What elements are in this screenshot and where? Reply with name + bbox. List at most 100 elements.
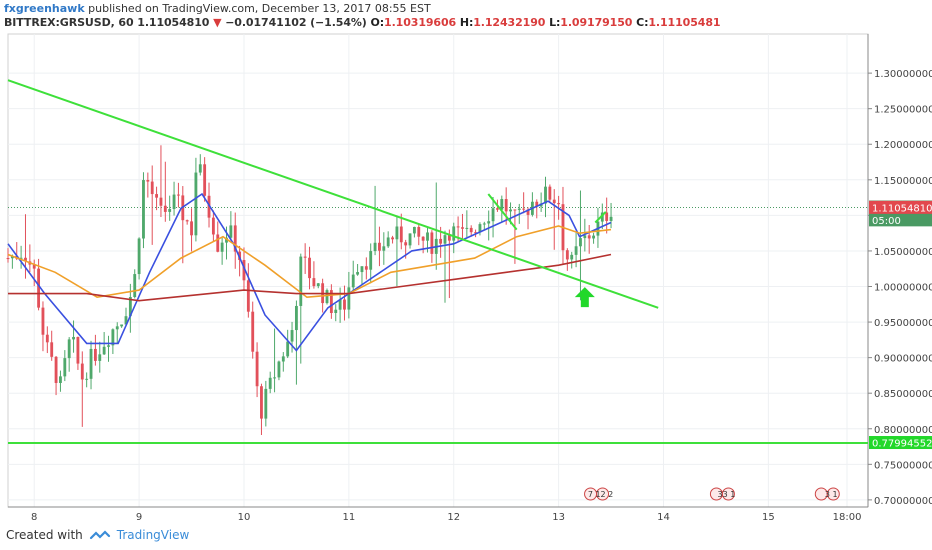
candle-body	[168, 208, 172, 212]
candle-body	[526, 209, 530, 215]
x-tick-label: 9	[136, 512, 142, 523]
candle-body	[264, 388, 268, 419]
candle-body	[391, 237, 394, 240]
candle-body	[207, 195, 211, 218]
candle-body	[356, 272, 360, 275]
candle-body	[517, 208, 521, 210]
candle-body	[220, 242, 224, 252]
candle-body	[198, 164, 202, 173]
candle-body	[124, 316, 128, 325]
candle-body	[461, 227, 464, 229]
candle-body	[299, 256, 303, 306]
candle-body	[325, 290, 329, 304]
candle-body	[535, 201, 539, 207]
candle-body	[281, 356, 285, 362]
moving-average-line	[7, 192, 612, 352]
x-tick-label: 13	[552, 512, 565, 523]
candle-body	[260, 386, 263, 419]
candle-body	[456, 226, 460, 228]
flag-icon	[721, 487, 735, 501]
price-label-box	[869, 200, 932, 214]
y-tick-label: 0.90000000	[874, 354, 932, 365]
candle-body	[609, 216, 613, 221]
candle-body	[557, 203, 561, 205]
candle-body	[474, 232, 478, 234]
candle-body	[177, 194, 180, 196]
candle-body	[194, 172, 198, 236]
y-tick-label: 0.70000000	[874, 496, 932, 507]
candle-body	[137, 238, 141, 275]
candle-body	[587, 235, 591, 239]
candle-body	[294, 305, 298, 331]
candle-body	[251, 311, 255, 352]
candle-body	[399, 226, 403, 243]
candle-body	[513, 209, 517, 211]
price-label-text: 1.11054810	[872, 203, 932, 214]
event-badge-label: 7 12 2	[588, 490, 613, 499]
candle-body	[72, 336, 75, 340]
candle-body	[146, 180, 150, 182]
y-tick-label: 1.25000000	[874, 105, 932, 116]
candle-body	[290, 330, 294, 342]
low-value: 1.09179150	[560, 16, 633, 29]
candle-body	[255, 351, 259, 387]
candle-body	[329, 290, 333, 314]
x-tick-label: 8	[31, 512, 37, 523]
candle-body	[303, 256, 307, 258]
high-value: 1.12432190	[473, 16, 546, 29]
candle-body	[408, 233, 412, 246]
candle-body	[172, 194, 176, 209]
candle-body	[277, 361, 281, 378]
candle-body	[316, 283, 320, 287]
candle-body	[159, 197, 163, 206]
candle-body	[412, 226, 416, 234]
candle-body	[426, 232, 429, 241]
candle-body	[447, 235, 451, 241]
created-with-label: Created with	[6, 528, 83, 542]
y-tick-label: 0.75000000	[874, 460, 932, 471]
candle-body	[404, 242, 408, 246]
ohlc-line: BITTREX:GRSUSD, 60 1.11054810 ▼ −0.01741…	[4, 16, 721, 29]
high-label: H:	[459, 16, 474, 29]
down-arrow-icon: ▼	[213, 16, 222, 29]
author-link[interactable]: fxgreenhawk	[4, 2, 85, 15]
x-tick-label: 10	[238, 512, 251, 523]
candle-body	[155, 194, 158, 198]
candle-body	[417, 226, 421, 237]
candle-body	[378, 242, 381, 251]
candle-body	[565, 250, 569, 260]
candle-body	[107, 345, 110, 347]
candle-body	[522, 208, 526, 210]
change-value: −0.01741102 (−1.54%)	[225, 16, 367, 29]
candle-body	[570, 254, 574, 260]
y-tick-label: 1.15000000	[874, 176, 932, 187]
open-label: O:	[370, 16, 385, 29]
candle-body	[496, 208, 499, 210]
candle-body	[312, 278, 316, 287]
candle-body	[111, 329, 115, 346]
candle-body	[45, 334, 49, 343]
candle-body	[351, 274, 355, 288]
candle-body	[203, 164, 207, 196]
x-tick-label: 14	[657, 512, 670, 523]
event-badge-label: 3 1	[825, 490, 838, 499]
candle-body	[504, 199, 508, 212]
candle-body	[242, 260, 246, 281]
candle-body	[482, 223, 486, 225]
tradingview-logo-icon	[89, 530, 110, 540]
candle-body	[579, 238, 582, 247]
tradingview-brand[interactable]: TradingView	[116, 528, 190, 542]
candle-body	[211, 217, 215, 235]
candle-body	[386, 237, 390, 247]
candle-body	[583, 235, 587, 239]
candle-body	[89, 348, 93, 379]
candle-body	[343, 299, 346, 310]
published-text: published on TradingView.com, December 1…	[88, 2, 431, 15]
candle-body	[347, 287, 351, 310]
candle-body	[37, 268, 41, 308]
x-tick-label: 18:00	[833, 512, 862, 523]
moving-average-line	[8, 253, 612, 302]
up-arrow-icon	[574, 287, 595, 308]
candle-body	[24, 257, 27, 262]
